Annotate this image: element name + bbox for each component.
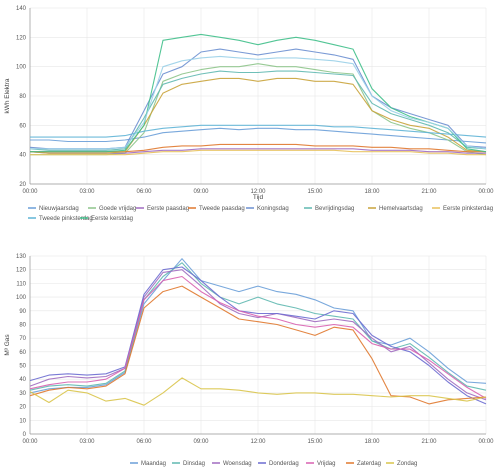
series-line <box>29 262 487 391</box>
series-line <box>29 77 487 154</box>
series-line <box>30 124 487 138</box>
x-tick-label: 03:00 <box>79 439 95 445</box>
y-tick-label: 50 <box>19 364 26 370</box>
x-tick-label: 21:00 <box>421 189 437 195</box>
legend-label: Nieuwjaarsdag <box>39 206 79 212</box>
legend-label: Eerste paasdag <box>147 206 189 212</box>
series-line <box>30 149 486 156</box>
x-tick-label: 15:00 <box>307 439 323 445</box>
legend-label: Zondag <box>397 461 417 467</box>
y-tick-label: 70 <box>19 336 26 342</box>
series-line <box>29 285 487 405</box>
x-tick-label: 00:00 <box>22 189 38 195</box>
legend-label: Bevrijdingsdag <box>315 206 354 212</box>
x-tick-label: 06:00 <box>136 189 152 195</box>
x-tick-label: 15:00 <box>307 189 323 195</box>
y-tick-label: 30 <box>19 391 26 397</box>
y-tick-label: 80 <box>19 94 26 100</box>
y-tick-label: 120 <box>16 268 27 274</box>
x-tick-label: 03:00 <box>79 189 95 195</box>
y-tick-label: 40 <box>19 377 26 383</box>
y-axis-label: M³ Gas <box>4 334 11 356</box>
x-tick-label: 21:00 <box>421 439 437 445</box>
x-tick-label: 06:00 <box>136 439 152 445</box>
y-tick-label: 90 <box>19 309 26 315</box>
series-line <box>30 127 487 144</box>
legend-label: Eerste kerstdag <box>91 216 133 222</box>
series-line <box>30 55 487 150</box>
y-tick-label: 40 <box>19 153 26 159</box>
series-line <box>29 275 487 399</box>
y-tick-label: 110 <box>16 281 26 287</box>
x-tick-label: 18:00 <box>364 189 380 195</box>
legend-label: Hemelvaartsdag <box>379 206 423 212</box>
legend-label: Goede vrijdag <box>99 206 136 212</box>
y-tick-label: 0 <box>23 432 27 438</box>
legend-label: Dinsdag <box>183 461 205 467</box>
legend-label: Vrijdag <box>317 461 335 467</box>
legend-label: Donderdag <box>269 461 299 467</box>
series-line <box>30 33 487 153</box>
y-tick-label: 20 <box>19 182 26 188</box>
y-tick-label: 120 <box>16 35 27 41</box>
legend-label: Tweede pinksterdag <box>39 216 93 222</box>
x-tick-label: 12:00 <box>250 189 266 195</box>
y-tick-label: 60 <box>19 350 26 356</box>
legend-label: Zaterdag <box>357 461 381 467</box>
x-tick-label: 09:00 <box>193 439 209 445</box>
x-tick-label: 00:00 <box>22 439 38 445</box>
x-tick-label: 09:00 <box>193 189 209 195</box>
series-line <box>29 377 487 406</box>
y-axis-label: kWh Elektra <box>4 78 11 113</box>
legend-label: Tweede paasdag <box>199 206 245 212</box>
series-line <box>29 269 487 401</box>
y-tick-label: 10 <box>19 418 26 424</box>
series-line <box>29 70 487 151</box>
x-tick-label: 12:00 <box>250 439 266 445</box>
legend-label: Maandag <box>141 461 166 467</box>
y-tick-label: 140 <box>16 6 27 12</box>
series-line <box>29 266 487 405</box>
x-tick-label: 00:00 <box>478 439 494 445</box>
y-tick-label: 130 <box>16 254 27 260</box>
legend-label: Woensdag <box>223 461 252 467</box>
x-axis-label: Tijd <box>253 194 264 201</box>
y-tick-label: 60 <box>19 123 26 129</box>
y-tick-label: 20 <box>19 405 26 411</box>
series-line <box>29 258 487 394</box>
x-tick-label: 18:00 <box>364 439 380 445</box>
y-tick-label: 100 <box>16 65 27 71</box>
legend-label: Koningsdag <box>257 206 289 212</box>
legend-label: Eerste pinksterdag <box>443 206 493 212</box>
y-tick-label: 80 <box>19 322 26 328</box>
y-tick-label: 100 <box>16 295 27 301</box>
x-tick-label: 00:00 <box>478 189 494 195</box>
